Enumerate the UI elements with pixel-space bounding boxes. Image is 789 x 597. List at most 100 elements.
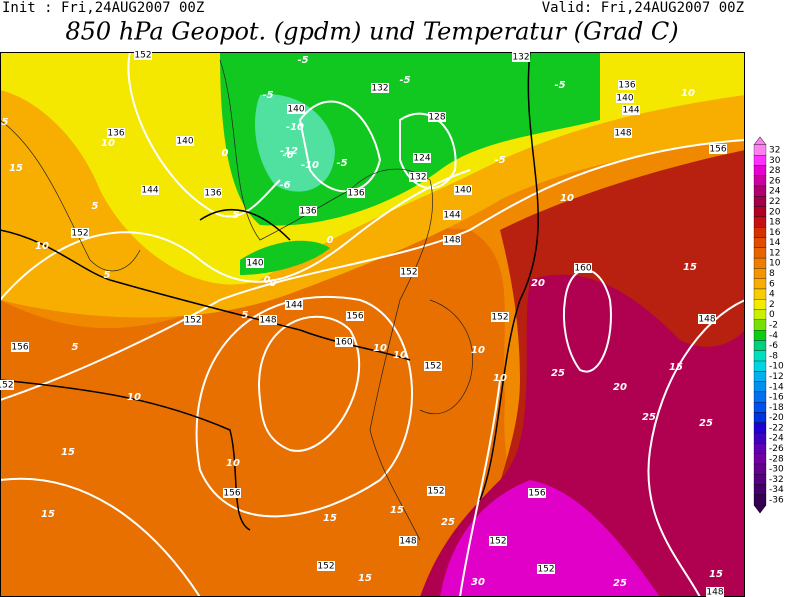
label-box [616,93,634,103]
label-box [537,564,555,574]
colorbar-label: 20 [769,207,781,217]
temperature-label: 10 [226,458,240,469]
label-box [614,128,632,138]
colorbar-arrow [753,504,767,514]
label-box [399,536,417,546]
colorbar-label: 6 [769,279,775,289]
geopotential-label: 124 [413,154,430,164]
geopotential-label: 160 [335,338,352,348]
temperature-label: -5 [554,80,565,91]
geopotential-label: 136 [107,129,124,139]
geopotential-label: 148 [399,537,416,547]
colorbar-label: 30 [769,156,781,166]
colorbar-label: 18 [769,218,781,228]
temperature-label: 10 [373,343,387,354]
colorbar-label: 32 [769,146,780,156]
geopotential-label: 148 [614,129,631,139]
label-box [443,235,461,245]
temperature-label: 10 [493,373,507,384]
label-box [347,188,365,198]
geopotential-label: 156 [11,343,28,353]
colorbar-box [753,443,767,454]
temperature-label: 15 [683,262,697,273]
temperature-label: 15 [61,447,75,458]
temperature-label: 5 [104,270,111,281]
geopotential-label: 132 [371,84,388,94]
geopotential-label: 144 [141,186,158,196]
temperature-label: 10 [35,241,49,252]
temperature-label: 0 [327,235,334,246]
label-box [259,315,277,325]
temperature-label: 25 [613,578,627,589]
temperature-label: -10 [301,160,319,171]
temperature-label: 5 [233,210,240,221]
colorbar-label: -6 [769,341,778,351]
colorbar-box [753,144,767,156]
colorbar-box [753,422,767,434]
colorbar-label: 26 [769,176,781,186]
colorbar-box [753,299,767,310]
temperature-label: 5 [2,117,9,128]
colorbar-box [753,288,767,300]
temperature-label: 10 [101,138,115,149]
temp-region [440,480,660,597]
colorbar-box [753,412,767,423]
label-box [176,136,194,146]
label-box [709,144,727,154]
temperature-label: 15 [358,573,372,584]
label-box [622,105,640,115]
geopotential-label: 144 [443,211,460,221]
label-box [346,311,364,321]
colorbar-box [753,391,767,403]
colorbar-label: 28 [769,166,781,176]
colorbar-label: -18 [769,403,784,413]
colorbar-box [753,257,767,269]
geopotential-label: 152 [134,51,151,61]
colorbar-box [753,350,767,362]
geopotential-label: 152 [424,362,441,372]
colorbar-box [753,196,767,207]
label-box [413,153,431,163]
colorbar-label: 4 [769,290,775,300]
temperature-label: -6 [279,180,290,191]
label-box [317,561,335,571]
geopotential-label: 128 [428,113,445,123]
temperature-label: 10 [127,392,141,403]
temperature-label: 10 [471,345,485,356]
temperature-label: 5 [92,201,99,212]
temperature-label: -10 [286,122,304,133]
geopotential-label: 148 [706,588,723,597]
geopotential-label: 136 [618,81,635,91]
geopotential-contours [0,52,745,597]
geopotential-label: 148 [698,315,715,325]
temperature-label: 20 [613,382,627,393]
colorbar-label: -10 [769,362,784,372]
geopotential-label: 156 [709,145,726,155]
geopotential-label: 152 [427,487,444,497]
label-box [409,172,427,182]
colorbar-label: -12 [769,372,784,382]
colorbar-box [753,381,767,393]
colorbar-label: -2 [769,321,778,331]
label-box [424,361,442,371]
colorbar-label: -20 [769,413,784,423]
geopotential-label: 144 [285,301,302,311]
geopotential-label: 140 [246,259,263,269]
temperature-label: -12 [280,146,298,157]
temperature-label: -5 [262,90,273,101]
colorbar-label: -28 [769,454,784,464]
geopotential-label: 160 [574,264,591,274]
temperature-label: 10 [681,88,695,99]
geopotential-label: 144 [622,106,639,116]
geopotential-label: 140 [176,137,193,147]
colorbar-arrow [753,136,767,146]
colorbar-box [753,494,767,506]
label-box [71,228,89,238]
colorbar-box [753,216,767,228]
label-box [11,342,29,352]
colorbar-box [753,154,767,166]
colorbar-label: 10 [769,259,781,269]
label-box [141,185,159,195]
colorbar-label: -24 [769,434,784,444]
temperature-label: 15 [669,362,683,373]
